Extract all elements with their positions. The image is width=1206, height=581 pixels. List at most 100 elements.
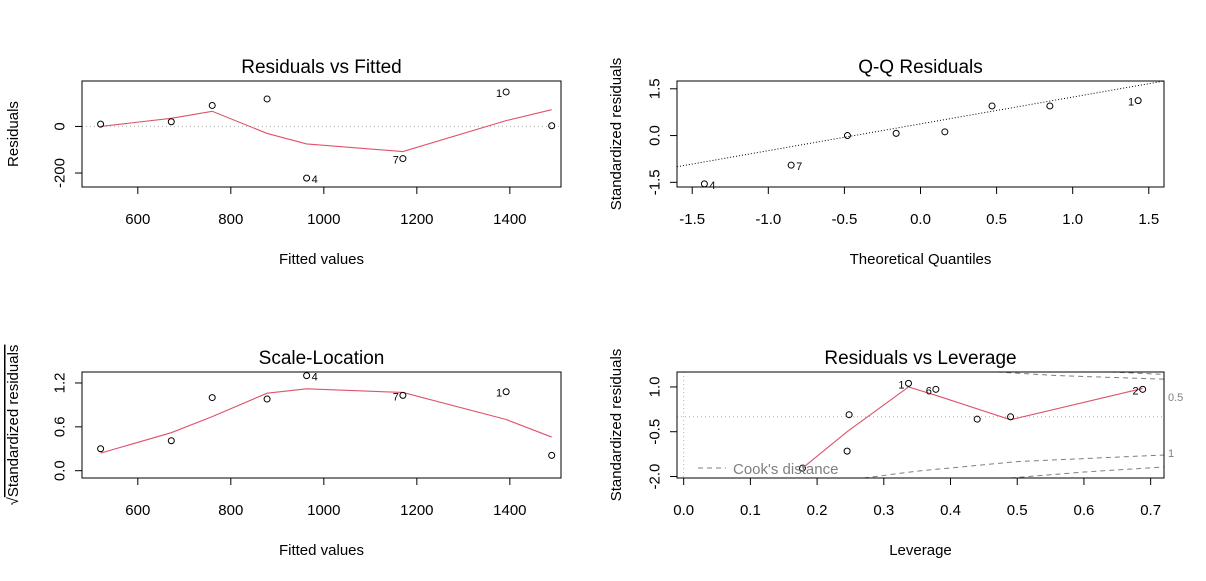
x-tick-label: 800 xyxy=(218,211,243,228)
x-tick-label: 600 xyxy=(125,502,150,519)
plot-area xyxy=(82,109,561,153)
qq-line xyxy=(677,81,1164,168)
y-tick-label: 0 xyxy=(52,122,69,130)
x-tick-label: 1.5 xyxy=(1138,211,1159,228)
data-point xyxy=(97,120,105,128)
y-tick-label: 0.0 xyxy=(52,460,69,481)
y-tick-label: 1.2 xyxy=(52,373,69,394)
data-point xyxy=(932,385,940,393)
cooks-contour xyxy=(863,454,1164,478)
data-point xyxy=(548,451,556,459)
point-label: 2 xyxy=(1133,385,1139,397)
cooks-contour xyxy=(1010,466,1164,478)
data-point xyxy=(303,372,311,380)
plot-frame xyxy=(81,371,562,479)
data-point xyxy=(167,437,175,445)
plot-frame xyxy=(81,80,562,188)
chart-panel-2: 4 7 1 -1.5 -1.0 -0.5 0.0 0.5 1.0 1.5 -1.5 0.0 1.5 Q-Q… xyxy=(608,57,1165,268)
y-tick-label: -2.0 xyxy=(647,464,664,490)
x-tick-label: 1200 xyxy=(400,211,433,228)
data-point xyxy=(208,394,216,402)
x-tick-label: 800 xyxy=(218,502,243,519)
smooth-line xyxy=(100,388,552,454)
data-point xyxy=(208,101,216,109)
data-point xyxy=(843,447,851,455)
data-point xyxy=(700,180,708,188)
x-axis-label: Fitted values xyxy=(279,251,364,268)
y-tick-label: 1.0 xyxy=(647,376,664,397)
x-axis-label: Fitted values xyxy=(279,542,364,559)
chart-title: Scale-Location xyxy=(259,348,385,369)
point-label: 7 xyxy=(796,161,802,173)
x-tick-label: 0.7 xyxy=(1140,502,1161,519)
point-label: 4 xyxy=(312,372,318,384)
x-tick-label: 1200 xyxy=(400,502,433,519)
data-point xyxy=(1134,97,1142,105)
data-point xyxy=(399,155,407,163)
data-point xyxy=(973,415,981,423)
data-point xyxy=(904,379,912,387)
cooks-level-label: 0.5 xyxy=(1168,392,1183,404)
smooth-line xyxy=(802,386,1143,469)
cooks-level-label: 1 xyxy=(1168,448,1174,460)
x-tick-label: 0.3 xyxy=(873,502,894,519)
point-label: 1 xyxy=(496,388,502,400)
chart-panel-1: 4 7 1 600 800 1000 1200 1400 -200 0 Residuals vs F… xyxy=(5,57,562,268)
y-tick-label: 0.6 xyxy=(52,416,69,437)
x-tick-label: 600 xyxy=(125,211,150,228)
x-tick-label: 0.6 xyxy=(1074,502,1095,519)
data-point xyxy=(1139,385,1147,393)
data-point xyxy=(303,174,311,182)
chart-title: Residuals vs Fitted xyxy=(241,57,402,78)
point-label: 1 xyxy=(496,88,502,100)
y-tick-label: -200 xyxy=(52,158,69,188)
x-tick-label: 0.0 xyxy=(673,502,694,519)
data-point xyxy=(941,128,949,136)
plot-frame xyxy=(676,80,1165,188)
point-label: 7 xyxy=(393,391,399,403)
point-label: 4 xyxy=(709,180,715,192)
x-tick-label: 1400 xyxy=(493,502,526,519)
data-point xyxy=(502,388,510,396)
point-label: 7 xyxy=(393,155,399,167)
x-tick-label: 0.2 xyxy=(807,502,828,519)
x-tick-label: -1.0 xyxy=(755,211,781,228)
data-point xyxy=(548,122,556,130)
legend-label: Cook's distance xyxy=(733,461,838,478)
x-axis-label: Leverage xyxy=(889,542,952,559)
data-point xyxy=(845,411,853,419)
data-point xyxy=(892,129,900,137)
point-label: 6 xyxy=(926,385,932,397)
y-axis-label: √Standardized residuals xyxy=(5,345,22,506)
x-tick-label: 0.5 xyxy=(1007,502,1028,519)
data-point xyxy=(263,395,271,403)
data-point xyxy=(502,88,510,96)
smooth-line xyxy=(100,109,552,153)
point-label: 4 xyxy=(312,174,318,186)
x-tick-label: -0.5 xyxy=(831,211,857,228)
x-tick-label: -1.5 xyxy=(679,211,705,228)
chart-panel-4: 1 6 2 0.0 0.1 0.2 0.3 0.4 0.5 0.6 0.7 -2.0 -0.5 1.0 Re… xyxy=(608,348,1183,559)
plot-area xyxy=(677,81,1164,168)
data-point xyxy=(787,161,795,169)
x-tick-label: 0.5 xyxy=(986,211,1007,228)
point-label: 1 xyxy=(1128,97,1134,109)
data-point xyxy=(263,95,271,103)
x-tick-label: 0.0 xyxy=(910,211,931,228)
data-point xyxy=(988,102,996,110)
x-tick-label: 0.1 xyxy=(740,502,761,519)
data-point xyxy=(843,132,851,140)
plot-frame xyxy=(676,371,1165,479)
cooks-contour xyxy=(997,372,1164,380)
data-point xyxy=(399,391,407,399)
y-tick-label: 1.5 xyxy=(647,78,664,99)
point-label: 1 xyxy=(898,379,904,391)
chart-title: Residuals vs Leverage xyxy=(824,348,1016,369)
x-tick-label: 1400 xyxy=(493,211,526,228)
y-tick-label: -0.5 xyxy=(647,419,664,445)
plot-area xyxy=(100,388,552,454)
x-tick-label: 1000 xyxy=(307,211,340,228)
data-point xyxy=(1046,102,1054,110)
data-point xyxy=(97,445,105,453)
